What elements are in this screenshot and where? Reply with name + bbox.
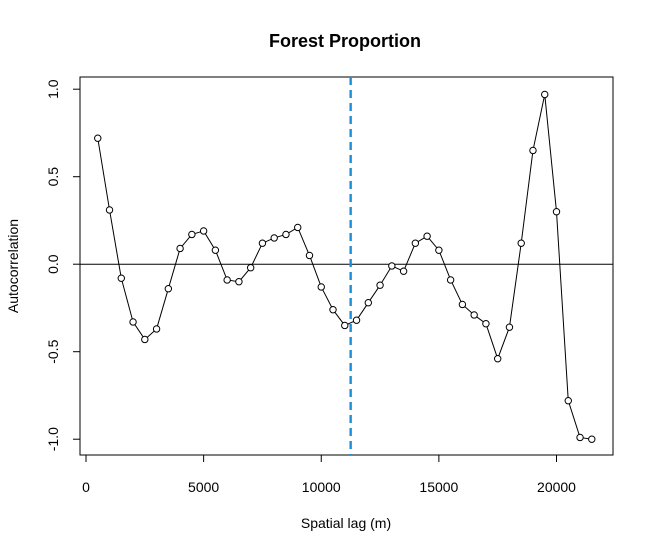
data-point bbox=[117, 274, 125, 282]
data-point bbox=[399, 267, 408, 275]
x-axis: 0 5000 10000 15000 20000 bbox=[82, 455, 576, 495]
y-tick-label: -0.5 bbox=[45, 339, 61, 363]
y-axis: -1.0 -0.5 0.0 0.5 1.0 bbox=[45, 79, 80, 451]
x-tick-label: 5000 bbox=[188, 479, 219, 495]
data-point bbox=[470, 311, 478, 319]
x-tick-label: 0 bbox=[82, 479, 90, 495]
data-point bbox=[458, 300, 467, 309]
data-point bbox=[329, 306, 337, 314]
data-point bbox=[105, 206, 114, 214]
data-point bbox=[541, 90, 549, 99]
data-point bbox=[199, 227, 208, 235]
data-point bbox=[376, 281, 384, 289]
series-points bbox=[94, 90, 596, 443]
data-point bbox=[423, 232, 431, 240]
x-tick-label: 10000 bbox=[302, 479, 341, 495]
y-tick-label: 1.0 bbox=[45, 79, 61, 99]
data-point bbox=[305, 251, 314, 260]
data-point bbox=[446, 276, 455, 284]
data-point bbox=[411, 239, 420, 247]
data-point bbox=[564, 397, 572, 405]
data-point bbox=[176, 244, 184, 253]
data-point bbox=[576, 433, 584, 442]
data-point bbox=[388, 262, 396, 270]
plot-frame bbox=[79, 76, 614, 456]
data-point bbox=[294, 223, 302, 232]
data-point bbox=[164, 285, 173, 293]
y-tick-label: -1.0 bbox=[45, 427, 61, 451]
x-tick-label: 20000 bbox=[537, 479, 576, 495]
data-point bbox=[435, 246, 443, 254]
x-tick-label: 15000 bbox=[419, 479, 458, 495]
y-tick-label: 0.0 bbox=[45, 254, 61, 274]
data-point bbox=[552, 208, 561, 216]
data-point bbox=[493, 355, 502, 363]
data-point bbox=[141, 335, 149, 344]
series-line bbox=[97, 94, 592, 440]
data-point bbox=[129, 318, 137, 326]
x-axis-label: Spatial lag (m) bbox=[301, 515, 391, 531]
data-point bbox=[364, 299, 372, 307]
data-point bbox=[235, 278, 243, 286]
data-point bbox=[482, 320, 490, 328]
data-point bbox=[246, 264, 255, 272]
data-point bbox=[341, 321, 349, 330]
data-point bbox=[223, 276, 231, 284]
data-point bbox=[517, 239, 525, 247]
data-point bbox=[94, 134, 102, 142]
y-tick-label: 0.5 bbox=[45, 167, 61, 187]
data-point bbox=[270, 234, 278, 242]
data-point bbox=[188, 230, 196, 239]
data-point bbox=[505, 323, 514, 331]
data-point bbox=[588, 435, 596, 443]
data-point bbox=[352, 316, 361, 324]
data-point bbox=[211, 246, 220, 254]
chart-title: Forest Proportion bbox=[269, 31, 421, 51]
data-point bbox=[529, 146, 537, 155]
data-point bbox=[152, 325, 161, 333]
data-point bbox=[258, 239, 267, 247]
data-point bbox=[317, 283, 325, 291]
data-point bbox=[282, 230, 290, 239]
y-axis-label: Autocorrelation bbox=[5, 219, 21, 313]
